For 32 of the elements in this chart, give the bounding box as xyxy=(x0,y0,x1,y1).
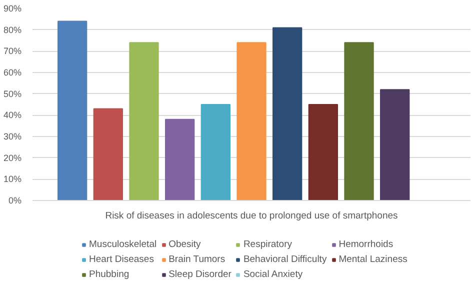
legend-label: Social Anxiety xyxy=(243,268,303,280)
y-tick-label: 80% xyxy=(3,24,22,35)
y-tick-label: 70% xyxy=(3,46,22,56)
bar xyxy=(344,42,374,200)
legend-label: Hemorrhoids xyxy=(338,238,394,250)
legend-label: Mental Laziness xyxy=(338,253,408,265)
y-tick-label: 0% xyxy=(8,196,22,206)
y-tick-label: 30% xyxy=(3,132,22,142)
bar xyxy=(129,42,159,200)
legend-label: Sleep Disorder xyxy=(168,268,232,280)
bar xyxy=(380,89,410,200)
bar xyxy=(308,104,338,200)
y-tick-label: 10% xyxy=(3,174,22,184)
y-tick-label: 50% xyxy=(3,88,22,99)
legend-label: Respiratory xyxy=(243,238,292,250)
bar xyxy=(200,104,230,200)
legend-label: Phubbing xyxy=(89,268,130,280)
bar xyxy=(272,27,302,200)
y-tick-label: 60% xyxy=(3,68,22,78)
bar xyxy=(57,20,88,200)
y-tick-label: 20% xyxy=(3,152,22,163)
bar xyxy=(164,118,195,200)
legend-label: Brain Tumors xyxy=(168,253,226,265)
legend-label: Obesity xyxy=(168,238,201,250)
x-axis-title: Risk of diseases in adolescents due to prolonged use of smartphones xyxy=(105,210,398,222)
bar xyxy=(236,42,266,200)
bar xyxy=(93,108,123,200)
y-tick-label: 90% xyxy=(3,4,22,14)
legend-label: Heart Diseases xyxy=(89,253,154,265)
legend-label: Musculoskeletal xyxy=(89,238,157,250)
legend-label: Behavioral Difficulty xyxy=(243,253,327,265)
y-tick-label: 40% xyxy=(3,110,22,120)
